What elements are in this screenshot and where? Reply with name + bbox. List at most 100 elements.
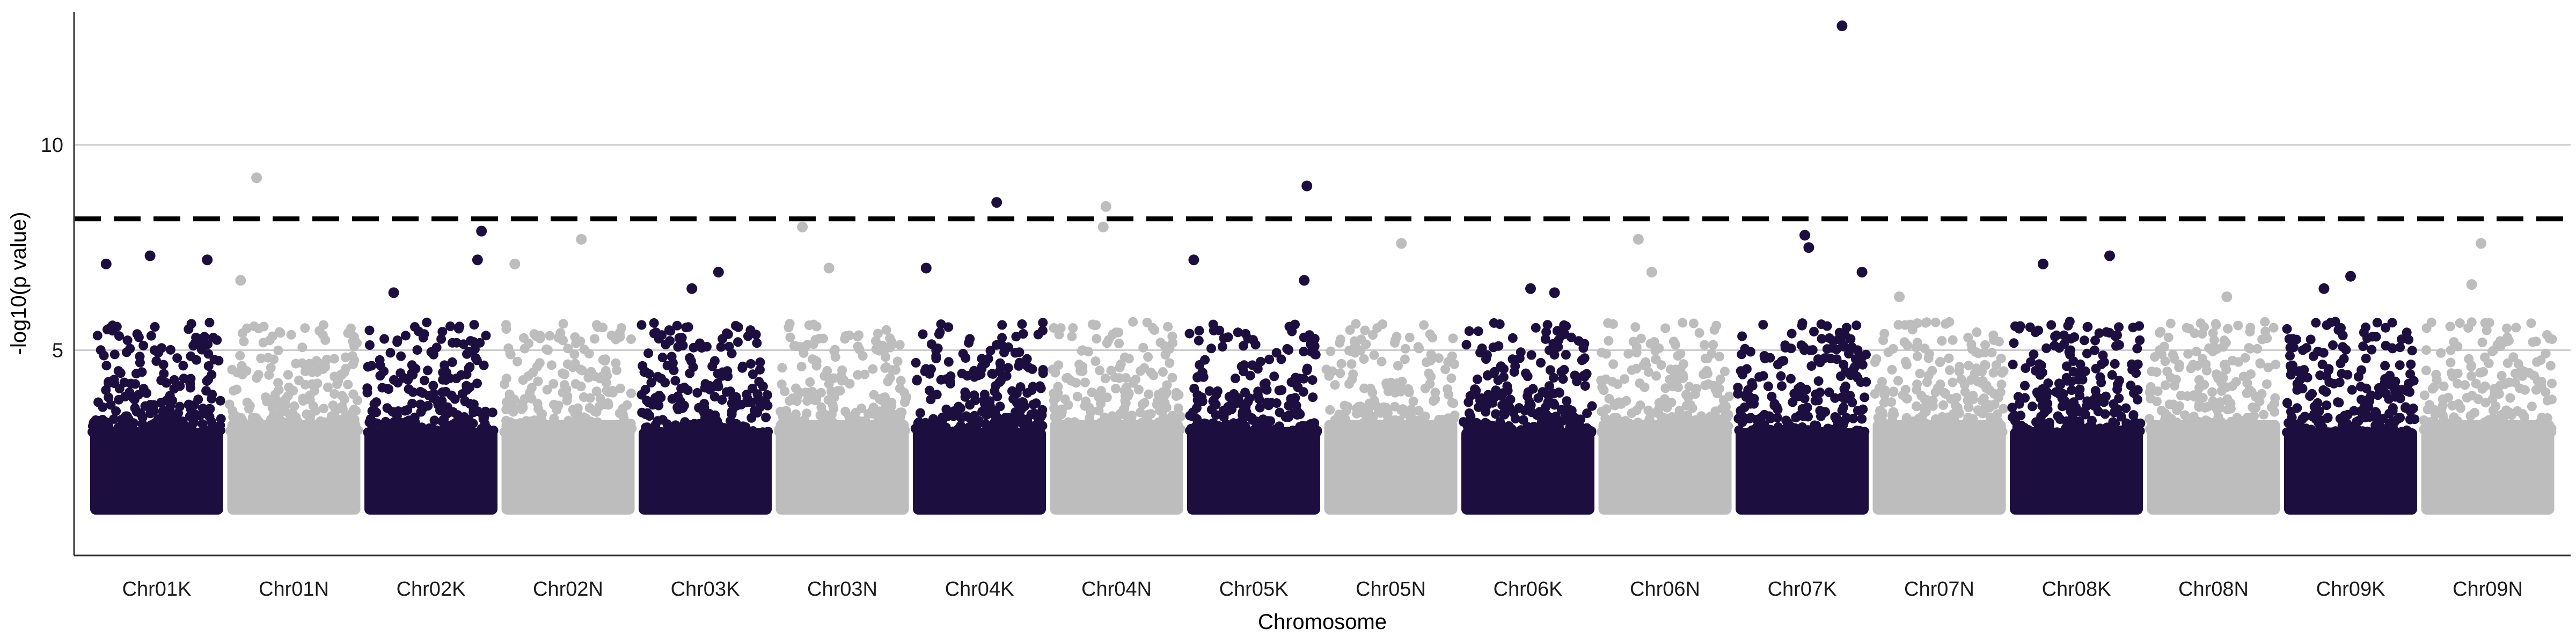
point bbox=[2093, 406, 2103, 416]
point bbox=[1271, 348, 1282, 358]
point bbox=[715, 426, 726, 436]
point bbox=[2470, 407, 2480, 418]
point bbox=[333, 376, 343, 386]
point bbox=[334, 422, 345, 433]
point bbox=[918, 329, 928, 339]
point bbox=[1565, 422, 1575, 432]
point bbox=[562, 359, 573, 369]
point bbox=[424, 391, 434, 401]
point bbox=[936, 375, 946, 385]
point bbox=[2527, 401, 2537, 412]
point bbox=[1372, 323, 1382, 333]
point bbox=[762, 390, 772, 400]
point bbox=[2433, 423, 2443, 434]
point bbox=[1238, 341, 1248, 351]
point bbox=[1900, 357, 1911, 367]
point bbox=[1541, 327, 1552, 337]
point bbox=[1393, 361, 1403, 371]
point bbox=[1987, 348, 1997, 358]
point bbox=[2494, 389, 2504, 399]
point bbox=[961, 353, 971, 363]
point bbox=[472, 378, 482, 389]
point bbox=[754, 377, 764, 387]
peak-point-Chr04N bbox=[1097, 222, 1109, 232]
point bbox=[1219, 333, 1229, 343]
chromosome-band-Chr07N bbox=[1872, 420, 2006, 515]
point bbox=[811, 394, 822, 405]
point bbox=[2308, 427, 2318, 437]
point bbox=[1661, 413, 1671, 423]
point bbox=[501, 415, 511, 426]
point bbox=[2099, 427, 2109, 437]
point bbox=[1567, 406, 1577, 416]
point bbox=[1830, 412, 1840, 422]
point bbox=[2322, 400, 2332, 411]
point bbox=[1849, 364, 1859, 374]
point bbox=[606, 330, 617, 340]
point bbox=[840, 406, 851, 416]
point bbox=[1576, 414, 1586, 425]
point bbox=[163, 418, 173, 428]
point bbox=[188, 341, 199, 351]
point bbox=[1081, 396, 1091, 406]
point bbox=[364, 325, 375, 335]
point bbox=[1824, 387, 1834, 397]
point bbox=[1335, 334, 1345, 345]
point bbox=[2023, 425, 2033, 435]
point bbox=[2110, 419, 2120, 428]
point bbox=[2218, 342, 2228, 352]
point bbox=[2151, 426, 2162, 436]
point bbox=[532, 399, 543, 408]
point bbox=[591, 320, 602, 330]
point bbox=[1531, 323, 1541, 333]
point bbox=[2285, 418, 2295, 428]
point bbox=[965, 400, 975, 410]
point bbox=[1017, 319, 1027, 329]
peak-point-Chr02K bbox=[476, 225, 487, 237]
chromosome-band-Chr06K bbox=[1461, 428, 1594, 515]
point bbox=[1448, 333, 1458, 343]
point bbox=[2285, 361, 2295, 371]
peak-point-Chr05K bbox=[1301, 180, 1313, 192]
point bbox=[2282, 324, 2292, 334]
point bbox=[2135, 335, 2145, 345]
point bbox=[873, 328, 883, 339]
point bbox=[1883, 347, 1893, 357]
point bbox=[1712, 389, 1722, 399]
point bbox=[935, 327, 945, 338]
point bbox=[2110, 359, 2120, 369]
point bbox=[1631, 348, 1642, 358]
point bbox=[536, 409, 546, 419]
point bbox=[617, 323, 626, 333]
point bbox=[1408, 396, 1418, 406]
point bbox=[1482, 419, 1492, 429]
point bbox=[1561, 350, 1571, 360]
point bbox=[881, 343, 891, 354]
y-axis-title: -log10(p value) bbox=[7, 212, 31, 355]
point bbox=[107, 320, 118, 331]
point bbox=[233, 412, 243, 422]
point bbox=[275, 328, 286, 338]
point bbox=[1938, 400, 1948, 410]
point bbox=[636, 390, 647, 400]
point bbox=[109, 427, 119, 437]
point bbox=[713, 369, 723, 379]
point bbox=[1143, 352, 1153, 362]
point bbox=[339, 413, 349, 423]
point bbox=[1681, 390, 1691, 400]
point bbox=[1996, 379, 2007, 390]
point bbox=[1163, 321, 1173, 332]
point bbox=[531, 331, 541, 341]
point bbox=[1003, 363, 1013, 373]
point bbox=[1860, 427, 1870, 437]
peak-point-Chr07K bbox=[1856, 267, 1868, 278]
point bbox=[2405, 369, 2416, 379]
point bbox=[1779, 356, 1789, 366]
point bbox=[1128, 378, 1138, 388]
point bbox=[2026, 357, 2036, 367]
point bbox=[1472, 418, 1482, 428]
point bbox=[1026, 427, 1036, 437]
point bbox=[1813, 376, 1824, 386]
grid-lines bbox=[74, 144, 2571, 351]
